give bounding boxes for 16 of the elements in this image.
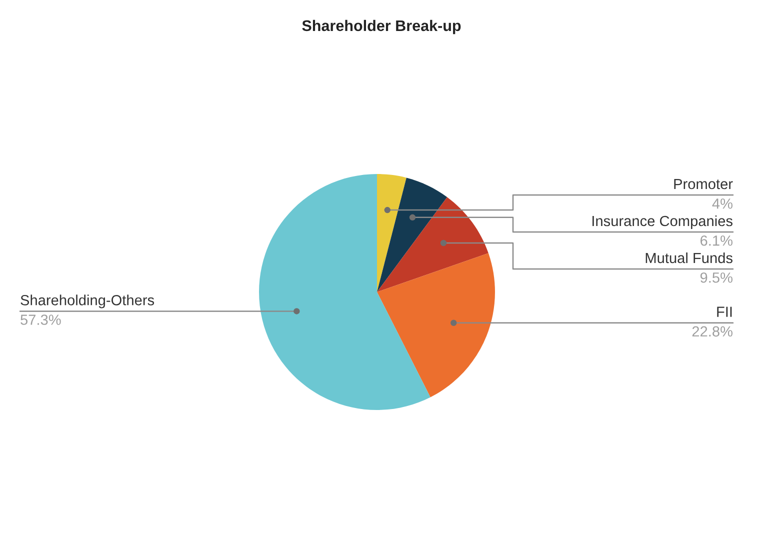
slice-label: Mutual Funds xyxy=(646,252,732,264)
slice-label: Insurance Companies xyxy=(592,215,732,230)
pie-slice xyxy=(377,178,448,292)
pie-slice xyxy=(259,174,430,410)
data-label: 4% xyxy=(712,198,732,209)
data-label: 6.1% xyxy=(700,235,732,246)
pie-slice xyxy=(377,174,406,292)
slice-label: FII xyxy=(717,306,732,317)
pie-slice xyxy=(377,253,495,398)
slice-label: Shareholding-Others xyxy=(20,294,154,308)
data-label: 57.3% xyxy=(20,314,61,325)
pie-slice xyxy=(377,197,488,292)
chart-title: Shareholder Break-up xyxy=(302,20,461,34)
data-label: 22.8% xyxy=(692,326,732,337)
slice-label: Promoter xyxy=(674,178,733,190)
data-label: 9.5% xyxy=(700,272,732,283)
